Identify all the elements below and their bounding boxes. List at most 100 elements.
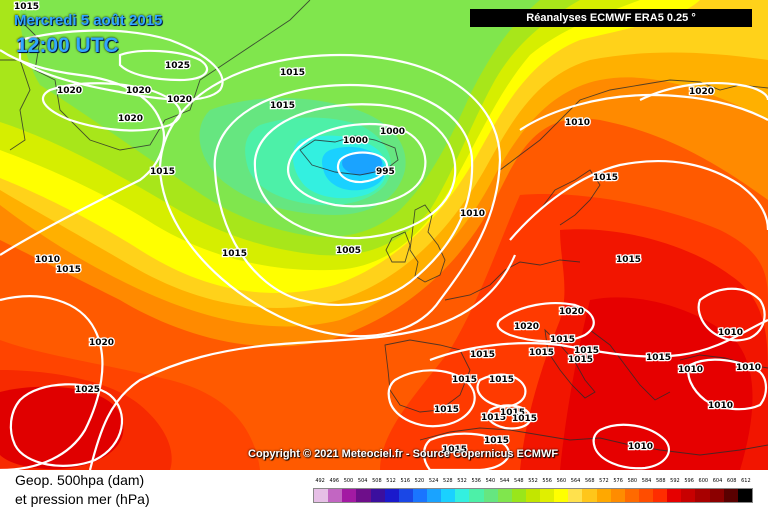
scale-tick-label: 576 [613, 478, 623, 484]
scale-swatch [455, 489, 470, 502]
scale-swatch [398, 489, 413, 502]
scale-swatch [624, 489, 639, 502]
isobar-1005-outer [213, 83, 474, 306]
isobar-label: 1015 [56, 265, 81, 275]
geopotential-map: 1015 1025 1020 1020 1020 1020 1015 1015 … [0, 0, 768, 470]
scale-tick-label: 496 [329, 478, 340, 484]
isobar-label: 1020 [167, 95, 192, 105]
isobar-label: 1015 [434, 405, 459, 415]
scale-swatch [582, 489, 597, 502]
isobars [0, 29, 768, 470]
isobar-label: 1010 [718, 328, 743, 338]
isobar-1000 [287, 123, 427, 208]
isobar-1020-greenland-b [18, 29, 224, 101]
isobar-label: 1015 [500, 408, 525, 418]
coastline-continent [444, 259, 581, 301]
isobar-1015-north [0, 49, 165, 256]
isobar-label: 1010 [35, 255, 60, 265]
scale-tick-label: 568 [584, 478, 595, 484]
legend-title-pressure: et pression mer (hPa) [15, 491, 150, 507]
coastline-ireland [385, 231, 411, 263]
shade-band-532 [342, 151, 382, 175]
isobar-1025-azores [9, 383, 124, 467]
isobar-1010-africa [592, 423, 670, 470]
scale-tick-label: 612 [741, 478, 751, 484]
isobar-1020-north [639, 82, 768, 101]
scale-tick-label: 536 [471, 478, 481, 484]
isobar-label: 1015 [14, 2, 39, 12]
scale-swatch [540, 489, 555, 502]
coastline-africa [419, 427, 768, 456]
coastline-scandinavia [499, 79, 768, 171]
scale-tick-label: 560 [556, 478, 567, 484]
color-scale-bar [313, 488, 753, 503]
scale-tick-label: 580 [627, 478, 638, 484]
scale-tick-label: 524 [428, 478, 439, 484]
isobar-label: 1015 [280, 68, 305, 78]
isobar-1015-iberia [387, 369, 476, 428]
coastline-greenland [19, 0, 311, 151]
scale-swatch [384, 489, 399, 502]
scale-swatch [314, 489, 329, 502]
scale-swatch [610, 489, 625, 502]
scale-swatch [638, 489, 653, 502]
isobar-label: 1000 [343, 136, 368, 146]
scale-tick-label: 544 [499, 478, 510, 484]
isobar-1005-inner [253, 103, 457, 240]
isobar-label: 1000 [380, 127, 405, 137]
scale-tick-label: 512 [386, 478, 396, 484]
isobar-1010-turkey [687, 358, 768, 411]
scale-swatch [342, 489, 357, 502]
isobar-label: 1015 [568, 355, 593, 365]
isobar-label: 1015 [574, 346, 599, 356]
isobar-995 [336, 151, 388, 184]
coastline-italy [544, 328, 596, 399]
scale-swatch [667, 489, 682, 502]
coastline-turkey [679, 354, 768, 369]
isobar-label: 1015 [452, 375, 477, 385]
scale-tick-label: 556 [542, 478, 552, 484]
isobar-label: 1020 [514, 322, 539, 332]
isobar-label: 1020 [89, 338, 114, 348]
isobar-1020-azores [0, 295, 104, 470]
isobar-labels: 1015 1025 1020 1020 1020 1020 1015 1015 … [13, 1, 763, 457]
isobar-label: 1015 [550, 335, 575, 345]
scale-tick-label: 548 [514, 478, 524, 484]
isobar-label: 1015 [270, 101, 295, 111]
isobar-1015-africa-west [422, 432, 510, 470]
isobar-label: 1010 [708, 401, 733, 411]
scale-tick-label: 572 [599, 478, 609, 484]
scale-swatch [328, 489, 343, 502]
scale-tick-label: 520 [414, 478, 425, 484]
isobar-label: 1020 [689, 87, 714, 97]
scale-swatch [427, 489, 442, 502]
legend-title-geopotential: Geop. 500hpa (dam) [15, 472, 145, 488]
isobar-label: 1015 [593, 173, 618, 183]
scale-tick-label: 604 [712, 478, 723, 484]
scale-tick-label: 516 [400, 478, 411, 484]
forecast-time: 12:00 UTC [16, 34, 119, 57]
isobar-label: 1010 [628, 442, 653, 452]
isobar-label: 1025 [75, 385, 100, 395]
scale-swatch [554, 489, 569, 502]
isobar-1015-sicily [486, 404, 532, 430]
scale-swatch [723, 489, 738, 502]
scale-swatch [356, 489, 371, 502]
scale-tick-label: 508 [372, 478, 382, 484]
scale-tick-label: 528 [443, 478, 453, 484]
source-banner: Réanalyses ECMWF ERA5 0.25 ° [470, 9, 752, 27]
isobar-1010 [158, 53, 502, 338]
scale-swatch [469, 489, 484, 502]
isobar-label: 1015 [470, 350, 495, 360]
isobar-label: 1015 [150, 167, 175, 177]
scale-swatch [511, 489, 526, 502]
isobar-1020-greenland [42, 82, 182, 132]
isobar-1015-europe [429, 318, 768, 362]
scale-swatch [568, 489, 583, 502]
isobar-label: 1020 [559, 307, 584, 317]
isobar-label: 1020 [118, 114, 143, 124]
isobar-1020-alps [496, 302, 595, 343]
shade-band-592-azores [0, 386, 124, 470]
isobar-label: 1020 [57, 86, 82, 96]
